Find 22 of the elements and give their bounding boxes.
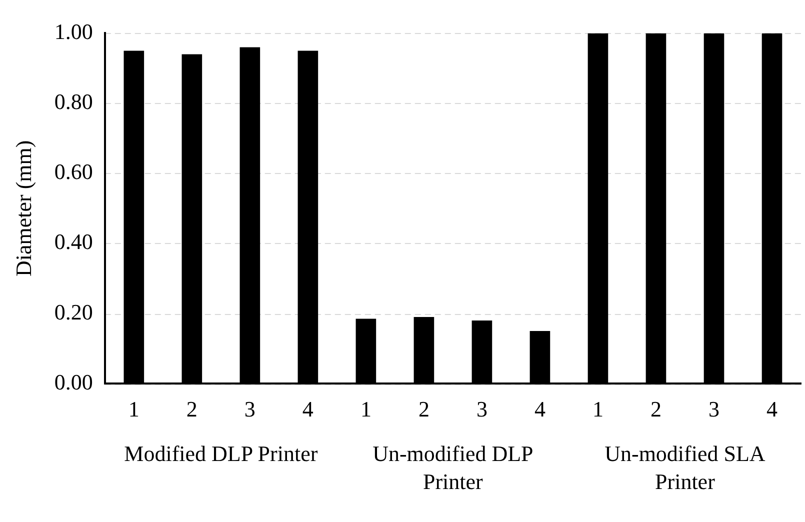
x-tick-label: 3 <box>476 396 488 422</box>
x-tick-label: 4 <box>534 396 546 422</box>
x-tick-label: 3 <box>708 396 720 422</box>
x-tick-label: 3 <box>244 396 256 422</box>
x-tick-label: 4 <box>766 396 778 422</box>
x-tick-label: 2 <box>650 396 662 422</box>
text: Un-modified SLA Printer <box>604 440 766 496</box>
y-tick-label: 0.40 <box>54 229 93 254</box>
x-tick-label: 2 <box>186 396 198 422</box>
text: Un-modified DLP Printer <box>372 440 534 496</box>
y-tick-label: 1.00 <box>54 18 93 44</box>
y-tick-label: 0.80 <box>54 89 93 114</box>
text: Modified DLP Printer <box>123 440 319 468</box>
y-axis-title: Diameter (mm) <box>10 140 36 277</box>
x-tick-label: 1 <box>592 396 604 422</box>
x-tick-label: 1 <box>360 396 372 422</box>
x-tick-label: 1 <box>128 396 140 422</box>
x-tick-label: 2 <box>418 396 430 422</box>
y-tick-label: 0.00 <box>54 369 93 394</box>
y-tick-label: 0.20 <box>54 299 93 324</box>
x-tick-label: 4 <box>302 396 314 422</box>
y-tick-label: 0.60 <box>54 159 93 184</box>
